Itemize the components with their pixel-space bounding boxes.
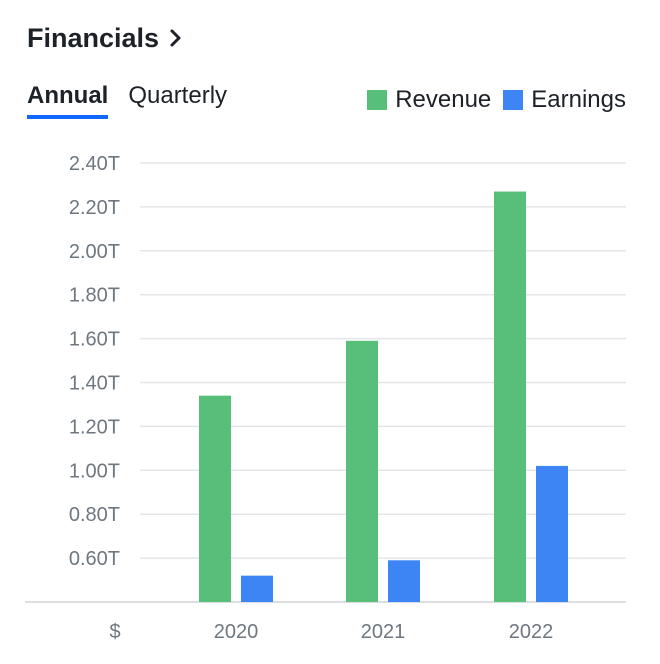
chart-legend: Revenue Earnings xyxy=(355,86,626,114)
y-tick-label: 1.60T xyxy=(69,329,120,351)
period-tabs: Annual Quarterly xyxy=(27,82,247,119)
earnings-swatch xyxy=(503,90,524,110)
y-tick-label: 1.00T xyxy=(69,460,120,482)
x-tick-label: 2022 xyxy=(509,621,554,643)
y-tick-label: 2.40T xyxy=(69,153,120,175)
y-tick-label: 2.20T xyxy=(69,197,120,219)
revenue-bar xyxy=(199,395,231,602)
legend-item-revenue: Revenue xyxy=(367,86,491,114)
y-tick-label: 1.20T xyxy=(69,416,120,438)
chevron-right-icon xyxy=(169,28,183,48)
revenue-swatch xyxy=(367,90,388,110)
legend-label-revenue: Revenue xyxy=(395,86,492,113)
y-tick-label: 1.40T xyxy=(69,373,120,395)
y-tick-label: 0.60T xyxy=(69,548,120,570)
tab-annual[interactable]: Annual xyxy=(27,82,109,119)
y-tick-label: 2.00T xyxy=(69,241,120,263)
tab-quarterly[interactable]: Quarterly xyxy=(128,82,228,109)
y-tick-label: 0.80T xyxy=(69,504,120,526)
earnings-bar xyxy=(388,560,420,602)
revenue-bar xyxy=(346,340,378,602)
earnings-bar xyxy=(241,575,273,602)
legend-label-earnings: Earnings xyxy=(531,86,626,113)
financials-title: Financials xyxy=(27,22,160,53)
x-tick-label: 2021 xyxy=(361,621,406,643)
legend-item-earnings: Earnings xyxy=(503,86,626,114)
financials-header-link[interactable]: Financials xyxy=(27,18,183,58)
revenue-bar xyxy=(494,191,526,602)
y-unit-label: $ xyxy=(109,621,120,643)
y-tick-label: 1.80T xyxy=(69,285,120,307)
earnings-bar xyxy=(536,465,568,602)
x-tick-label: 2020 xyxy=(214,621,259,643)
